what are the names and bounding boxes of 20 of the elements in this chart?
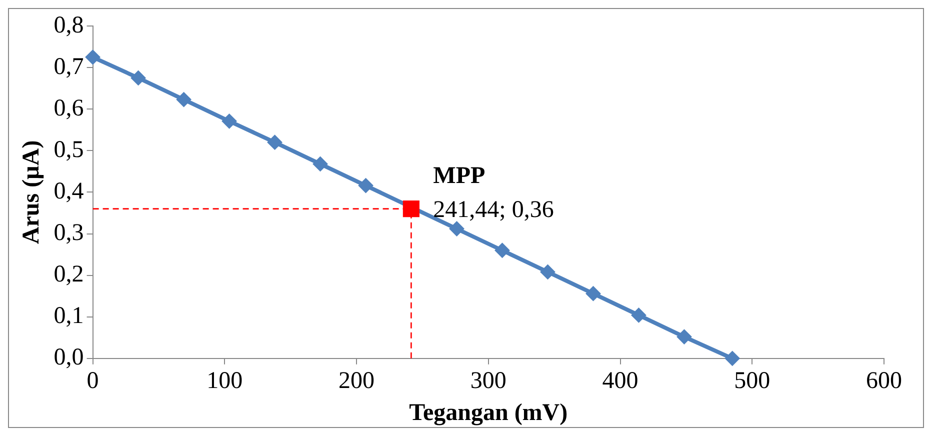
x-tick-label: 500 xyxy=(734,368,770,394)
annotation: MPP xyxy=(433,163,486,190)
annotation: 241,44; 0,36 xyxy=(433,197,554,224)
x-tick-label: 0 xyxy=(86,368,99,394)
x-tick-label: 400 xyxy=(602,368,638,394)
y-tick-label: 0,6 xyxy=(54,95,84,122)
y-tick-label: 0,0 xyxy=(54,344,84,371)
y-tick-label: 0,8 xyxy=(54,12,84,38)
y-tick-label: 0,7 xyxy=(54,54,84,80)
x-axis-title: Tegangan (mV) xyxy=(409,400,568,426)
y-axis-title: Arus (µA) xyxy=(18,140,45,244)
y-tick-label: 0,4 xyxy=(54,178,84,204)
x-tick-label: 100 xyxy=(206,368,243,394)
y-tick-label: 0,3 xyxy=(54,220,84,246)
x-tick-label: 300 xyxy=(470,368,506,394)
y-tick-label: 0,1 xyxy=(54,303,84,330)
y-tick-label: 0,2 xyxy=(54,262,84,288)
y-tick-label: 0,5 xyxy=(54,136,84,163)
x-tick-label: 600 xyxy=(866,368,902,394)
x-tick-label: 200 xyxy=(338,368,375,394)
